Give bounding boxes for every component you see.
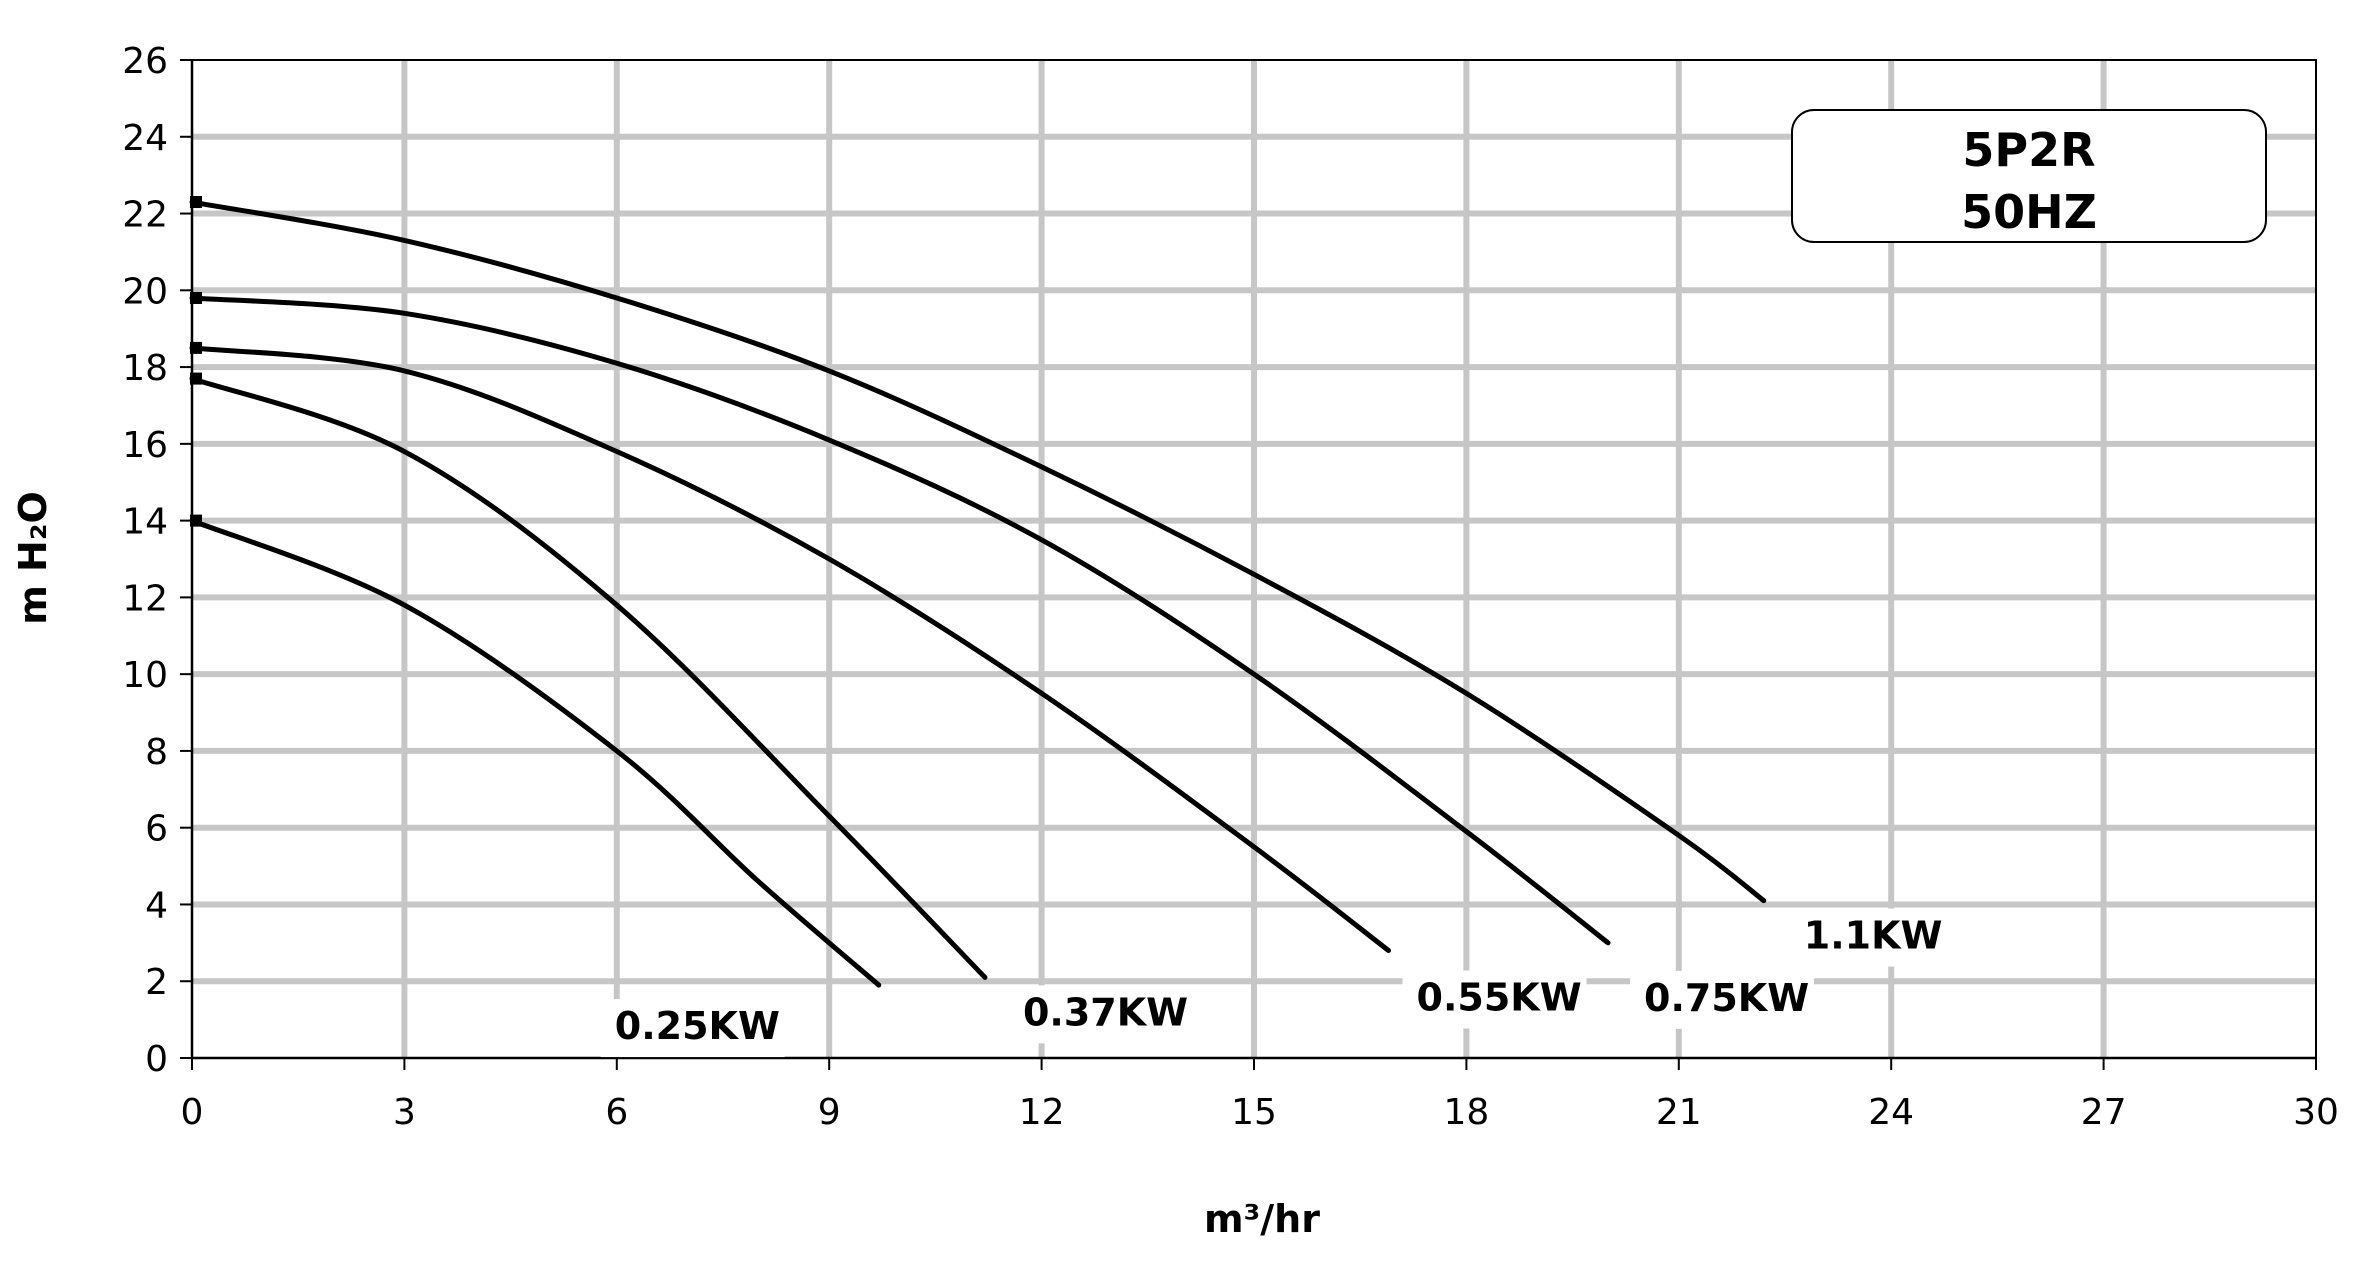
y-tick-label: 0	[145, 1039, 168, 1080]
y-tick-label: 18	[122, 348, 168, 389]
series-start-marker-0-55kw	[190, 341, 202, 354]
y-tick-label: 20	[122, 271, 168, 312]
series-label-backing-0-25kw	[600, 999, 785, 1058]
series-label-0-25kw: 0.25KW	[615, 1004, 780, 1048]
y-tick-label: 6	[145, 809, 168, 850]
y-tick-label: 22	[122, 195, 168, 236]
x-tick-label: 27	[2081, 1092, 2127, 1133]
x-tick-label: 6	[605, 1092, 628, 1133]
y-tick-label: 10	[122, 655, 168, 696]
series-label-0-55kw: 0.55KW	[1417, 976, 1582, 1020]
y-tick-label: 4	[145, 885, 168, 926]
series-line-0-55kw	[189, 345, 1392, 954]
series-start-marker-1-1kw	[190, 196, 202, 209]
x-tick-label: 21	[1656, 1092, 1702, 1133]
series-label-0-37kw: 0.37KW	[1023, 990, 1188, 1034]
series-label-backing-1-1kw	[1789, 908, 1948, 967]
series-line-0-75kw	[189, 295, 1611, 946]
y-tick-label: 12	[122, 578, 168, 619]
series-line-0-37kw	[189, 376, 988, 980]
series-lines	[189, 196, 1767, 988]
x-tick-label: 18	[1443, 1092, 1489, 1133]
x-tick-label: 24	[1868, 1092, 1914, 1133]
x-axis-title: m³/hr	[1204, 1197, 1320, 1241]
y-tick-label: 16	[122, 425, 168, 466]
x-tick-label: 15	[1231, 1092, 1277, 1133]
x-tick-label: 30	[2293, 1092, 2339, 1133]
model-info-box: 5P2R 50HZ	[1791, 109, 2267, 243]
y-tick-label: 24	[122, 118, 168, 159]
y-tick-label: 8	[145, 732, 168, 773]
axes	[180, 59, 2317, 1070]
x-tick-label: 0	[181, 1092, 204, 1133]
series-label-backing-0-37kw	[1008, 985, 1193, 1044]
series-start-marker-0-37kw	[190, 372, 202, 385]
x-tick-label: 9	[818, 1092, 841, 1133]
series-labels: 0.25KW 0.37KW 0.55KW 0.75KW 1.1KW	[600, 908, 1948, 1058]
model-name: 5P2R	[1962, 123, 2095, 177]
series-line-1-1kw	[189, 199, 1767, 904]
series-start-marker-0-25kw	[190, 514, 202, 527]
y-tick-label: 26	[122, 41, 168, 82]
series-line-0-25kw	[189, 518, 882, 988]
y-tick-label: 14	[122, 502, 168, 543]
series-label-backing-0-55kw	[1402, 970, 1587, 1029]
y-tick-label: 2	[145, 962, 168, 1003]
series-label-0-75kw: 0.75KW	[1644, 976, 1809, 1020]
series-start-marker-0-75kw	[190, 291, 202, 304]
y-axis-title: m H₂O	[11, 491, 55, 625]
frequency-label: 50HZ	[1961, 185, 2097, 239]
x-tick-label: 12	[1019, 1092, 1065, 1133]
series-label-backing-0-75kw	[1630, 970, 1814, 1029]
x-tick-label: 3	[393, 1092, 416, 1133]
tick-labels: 0 3 6 9 12 15 18 21 24 27 300246810121416182022242…	[122, 41, 2339, 1133]
series-label-1-1kw: 1.1KW	[1804, 914, 1943, 958]
model-info-box-frame	[1791, 109, 2267, 243]
